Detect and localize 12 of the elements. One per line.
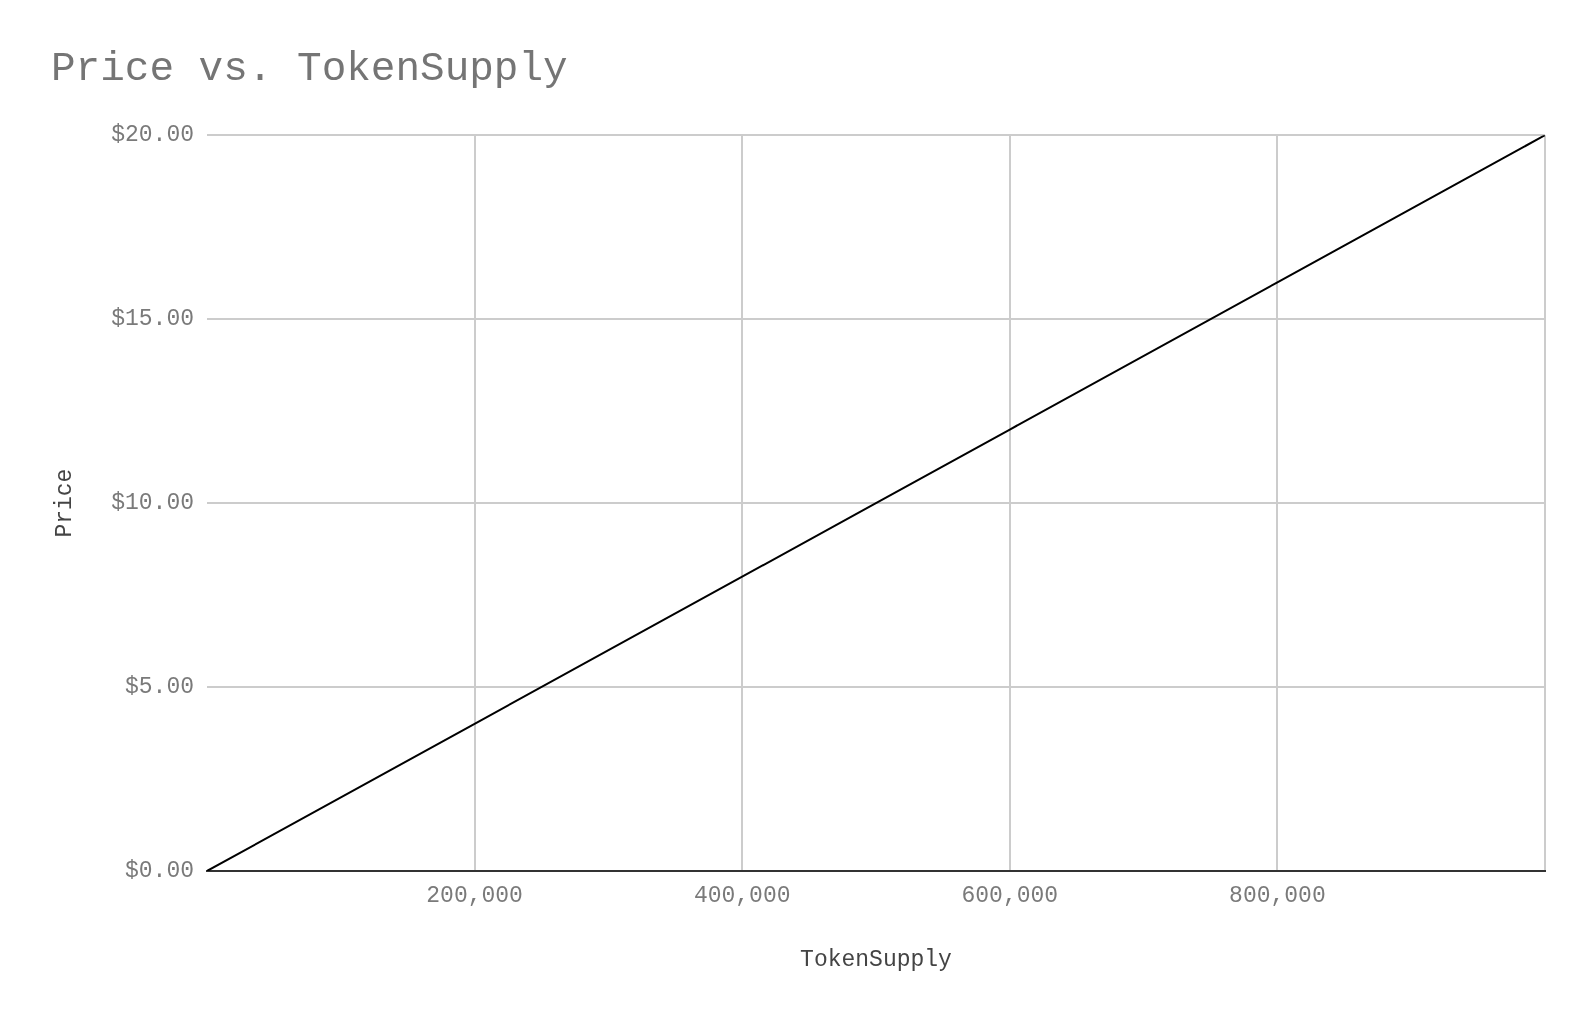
chart-title: Price vs. TokenSupply xyxy=(51,46,568,93)
x-tick-label: 400,000 xyxy=(693,882,791,909)
x-axis-title: TokenSupply xyxy=(800,947,953,974)
y-tick-label: $10.00 xyxy=(111,490,194,517)
x-tick-label: 800,000 xyxy=(1229,882,1326,909)
y-tick-label: $15.00 xyxy=(111,306,194,333)
x-tick-label: 600,000 xyxy=(961,882,1059,909)
y-tick-label: $5.00 xyxy=(124,674,194,701)
x-tick-label: 200,000 xyxy=(426,882,523,909)
y-axis-title: Price xyxy=(51,468,78,538)
y-tick-label: $0.00 xyxy=(124,858,194,885)
y-tick-label: $20.00 xyxy=(111,122,194,149)
